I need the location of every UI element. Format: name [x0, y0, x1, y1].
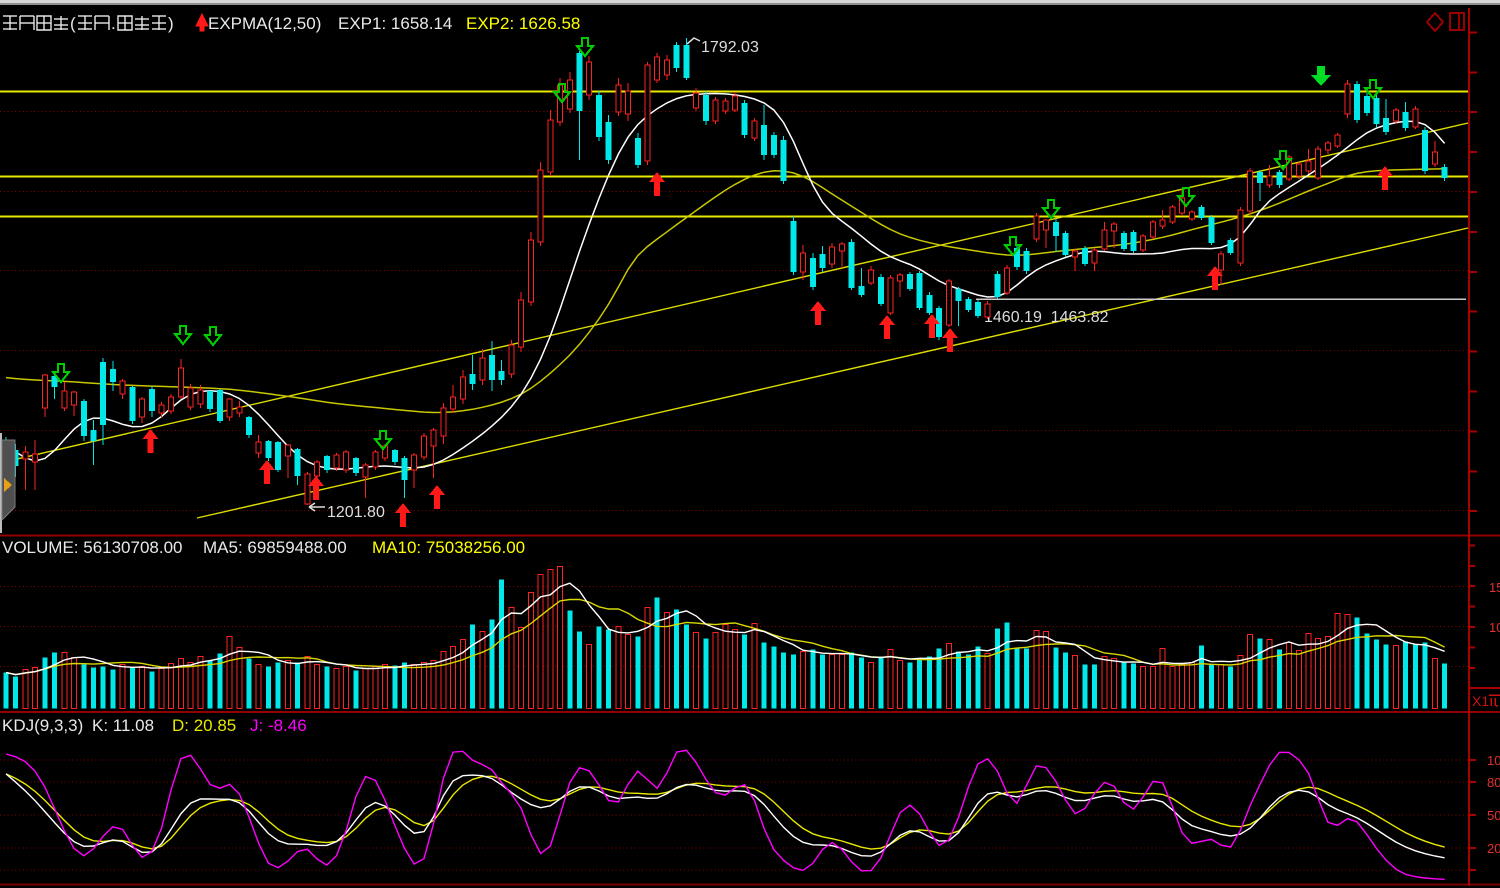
- svg-text:EXP2: 1626.58: EXP2: 1626.58: [466, 14, 580, 33]
- svg-text:1460.19 1463.82: 1460.19 1463.82: [984, 309, 1109, 326]
- svg-text:(: (: [70, 14, 76, 33]
- svg-text:EXP1: 1658.14: EXP1: 1658.14: [338, 14, 452, 33]
- svg-text:D: 20.85: D: 20.85: [172, 716, 236, 735]
- svg-text:100: 100: [1489, 620, 1500, 635]
- svg-text:20: 20: [1487, 841, 1500, 856]
- svg-text:): ): [168, 14, 174, 33]
- svg-text:K: 11.08: K: 11.08: [92, 716, 154, 735]
- svg-text:X1: X1: [1472, 693, 1489, 709]
- svg-text:J: -8.46: J: -8.46: [250, 716, 307, 735]
- svg-text:KDJ(9,3,3): KDJ(9,3,3): [2, 716, 83, 735]
- svg-text:.: .: [111, 14, 116, 33]
- svg-text:80: 80: [1487, 775, 1500, 790]
- svg-text:VOLUME: 56130708.00: VOLUME: 56130708.00: [2, 538, 183, 557]
- svg-text:EXPMA(12,50): EXPMA(12,50): [208, 14, 321, 33]
- svg-text:50: 50: [1487, 808, 1500, 823]
- svg-text:100: 100: [1487, 753, 1500, 768]
- svg-text:1201.80: 1201.80: [327, 504, 385, 521]
- svg-text:MA5: 69859488.00: MA5: 69859488.00: [203, 538, 347, 557]
- svg-text:MA10: 75038256.00: MA10: 75038256.00: [372, 538, 525, 557]
- svg-text:150: 150: [1489, 580, 1500, 595]
- svg-text:1792.03: 1792.03: [701, 39, 759, 56]
